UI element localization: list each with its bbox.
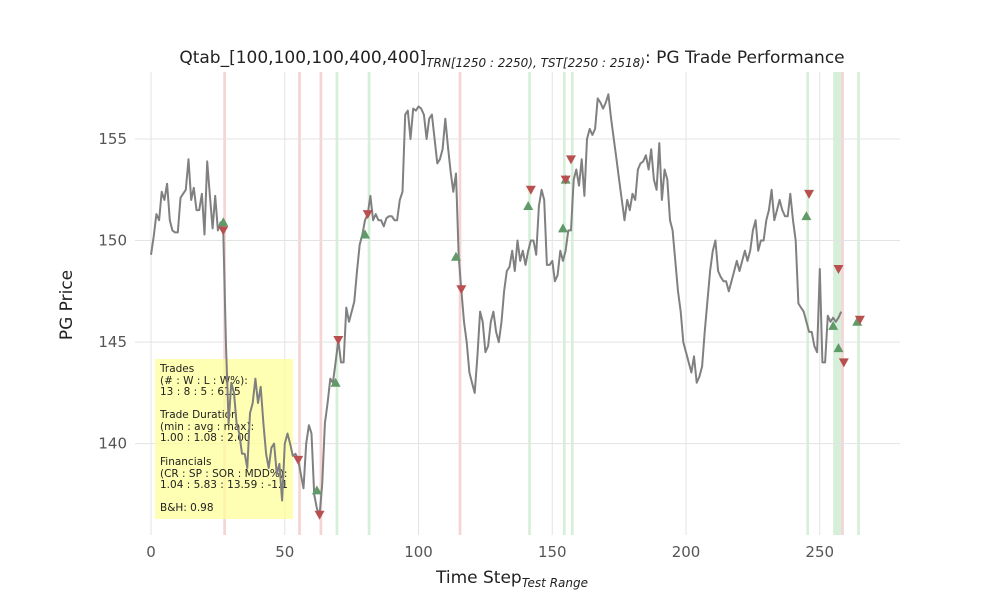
win-trade-band <box>806 72 810 535</box>
sell-marker <box>314 510 325 520</box>
stats-trades-heading: Trades <box>159 363 194 375</box>
buy-marker <box>557 223 568 233</box>
win-trade-band <box>833 72 842 535</box>
win-trade-band <box>528 72 531 535</box>
y-tick-labels: 140 145 150 155 <box>98 130 127 453</box>
stats-duration-format: (min : avg : max): <box>160 421 254 433</box>
sell-marker <box>218 226 229 236</box>
sell-marker <box>565 155 576 165</box>
buy-marker <box>801 211 812 221</box>
loss-trade-band <box>458 72 462 535</box>
stats-financials-heading: Financials <box>160 456 211 468</box>
chart-title-suffix: : PG Trade Performance <box>645 48 845 68</box>
chart-title-main: Qtab_[100,100,100,400,400] <box>179 48 426 68</box>
buy-marker <box>833 343 844 353</box>
stats-buy-and-hold: B&H: 0.98 <box>160 502 214 514</box>
sell-marker <box>362 210 373 220</box>
stats-trades-format: (# : W : L : W%): <box>160 375 248 387</box>
stats-box-background <box>155 359 293 519</box>
buy-marker <box>828 320 839 330</box>
sell-marker <box>293 455 304 465</box>
loss-trade-band <box>319 72 323 535</box>
sell-marker <box>804 189 815 199</box>
sell-marker <box>854 315 865 325</box>
y-tick-label: 145 <box>98 333 127 351</box>
loss-trade-band <box>841 72 844 535</box>
sell-marker <box>838 358 849 368</box>
stats-duration-heading: Trade Duration <box>159 409 238 421</box>
buy-marker <box>218 217 229 227</box>
x-tick-label: 250 <box>805 543 834 561</box>
y-axis-title: PG Price <box>57 270 77 340</box>
y-tick-label: 150 <box>98 232 127 250</box>
y-tick-label: 140 <box>98 435 127 453</box>
win-trade-band <box>570 72 574 535</box>
buy-marker <box>330 377 341 387</box>
buy-marker <box>450 251 461 261</box>
chart-title: Qtab_[100,100,100,400,400]TRN[1250 : 225… <box>179 48 844 70</box>
y-tick-label: 155 <box>98 130 127 148</box>
stats-duration-value: 1.00 : 1.08 : 2.00 <box>160 432 251 444</box>
sell-marker <box>456 285 467 295</box>
price-series-line <box>150 93 843 516</box>
win-trade-band <box>857 72 860 535</box>
grid-lines <box>135 72 900 535</box>
stats-trades-value: 13 : 8 : 5 : 61.5 <box>160 386 241 398</box>
x-axis-title-subscript: Test Range <box>522 576 588 590</box>
x-tick-label: 0 <box>146 543 156 561</box>
trade-stats-box: Trades (# : W : L : W%): 13 : 8 : 5 : 61… <box>155 359 293 519</box>
chart-title-subscript: TRN[1250 : 2250), TST[2250 : 2518) <box>426 56 645 70</box>
x-tick-label: 200 <box>672 543 701 561</box>
trade-bands <box>223 72 860 535</box>
buy-marker <box>360 229 371 239</box>
x-tick-labels: 0 50 100 150 200 250 <box>146 543 834 561</box>
win-trade-band <box>335 72 339 535</box>
sell-marker <box>833 264 844 274</box>
sell-marker <box>560 175 571 185</box>
x-tick-label: 100 <box>404 543 433 561</box>
x-axis-title: Time StepTest Range <box>435 568 588 590</box>
sell-marker <box>333 336 344 346</box>
stats-financials-value: 1.04 : 5.83 : 13.59 : -1.1 <box>160 479 288 491</box>
win-trade-band <box>367 72 371 535</box>
x-tick-label: 150 <box>538 543 567 561</box>
x-axis-title-main: Time Step <box>435 568 522 588</box>
x-tick-label: 50 <box>275 543 294 561</box>
sell-marker <box>525 185 536 195</box>
trade-markers <box>218 155 865 520</box>
loss-trade-band <box>298 72 301 535</box>
buy-marker <box>523 201 534 211</box>
win-trade-band <box>562 72 566 535</box>
stats-financials-format: (CR : SP : SOR : MDD%): <box>160 468 287 480</box>
buy-marker <box>311 485 322 495</box>
